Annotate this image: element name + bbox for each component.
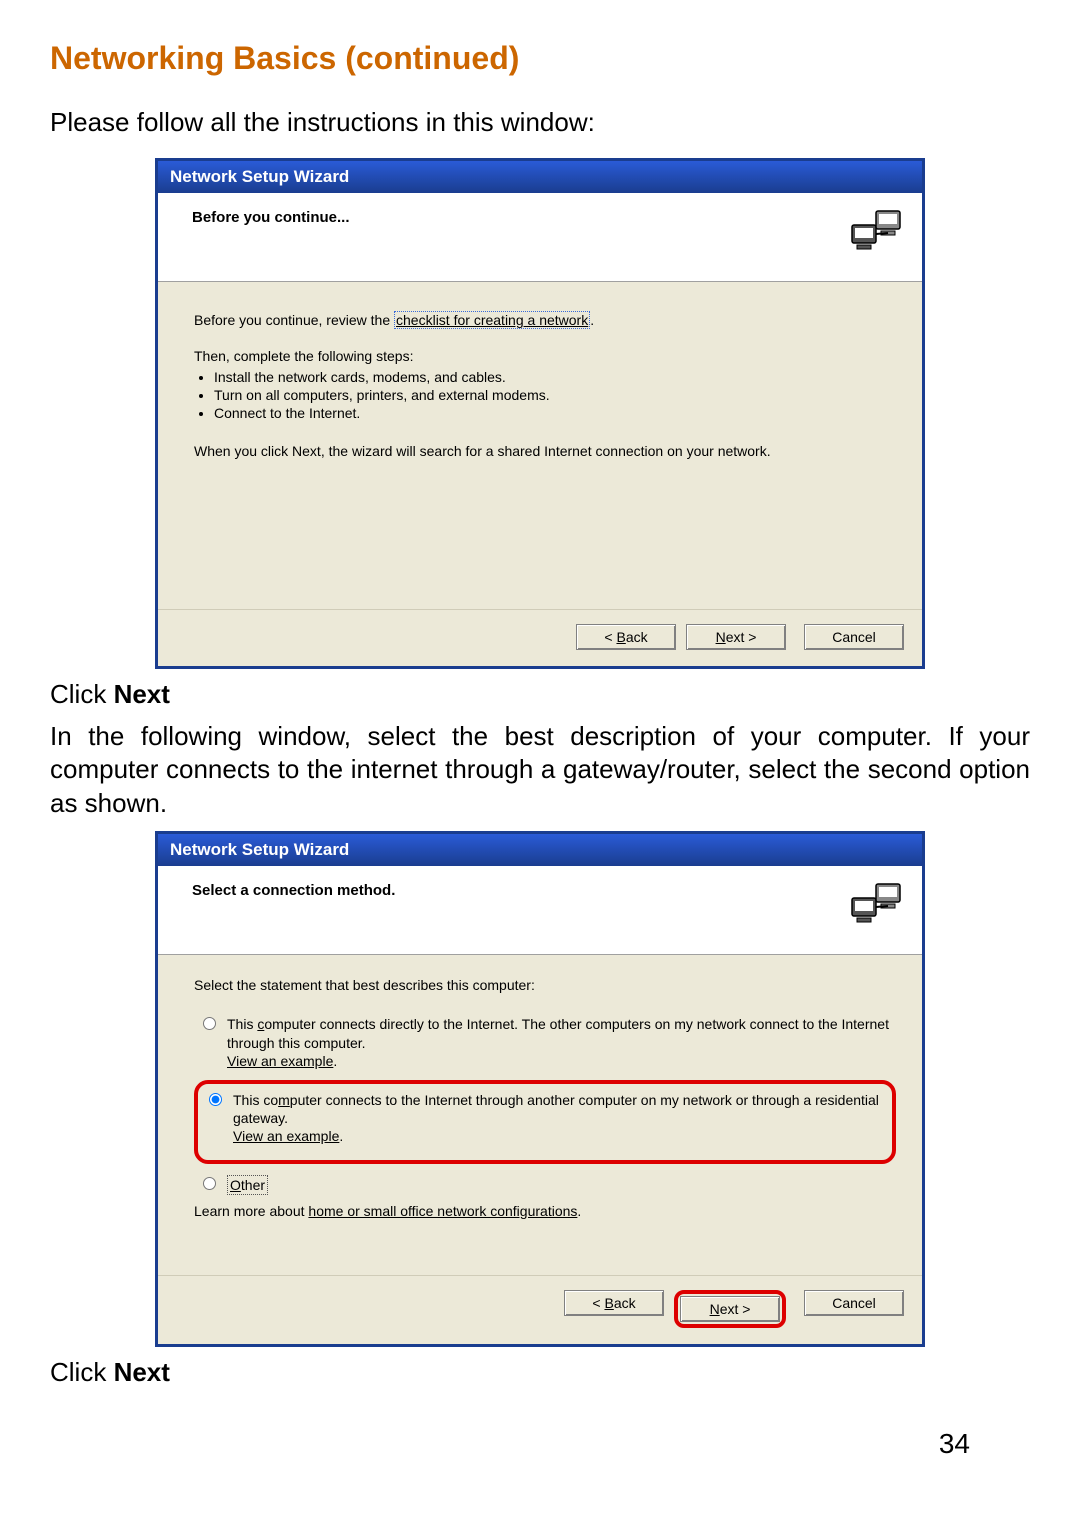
- wizard1-footer: < Back Next > Cancel: [158, 609, 922, 666]
- intro-text: Please follow all the instructions in th…: [50, 107, 1030, 138]
- highlighted-next-button: Next >: [674, 1290, 786, 1328]
- wizard1-header: Before you continue...: [158, 193, 922, 282]
- wizard1-steps-list: Install the network cards, modems, and c…: [194, 369, 896, 421]
- wizard1-p2: Then, complete the following steps:: [194, 348, 896, 366]
- wizard2-body: Select the statement that best describes…: [158, 955, 922, 1275]
- radio-gateway-input[interactable]: [209, 1093, 222, 1106]
- highlighted-option: This computer connects to the Internet t…: [194, 1080, 896, 1164]
- learn-more: Learn more about home or small office ne…: [194, 1203, 896, 1221]
- back-button[interactable]: < Back: [576, 624, 676, 650]
- radio-option-direct[interactable]: This computer connects directly to the I…: [194, 1012, 896, 1076]
- wizard1-body: Before you continue, review the checklis…: [158, 282, 922, 609]
- radio-option-other[interactable]: Other: [194, 1172, 896, 1201]
- radio-other-input[interactable]: [203, 1177, 216, 1190]
- click-next-2: Click Next: [50, 1357, 1030, 1388]
- paragraph-2: In the following window, select the best…: [50, 720, 1030, 821]
- network-computers-icon: [848, 207, 904, 255]
- list-item: Connect to the Internet.: [214, 405, 896, 421]
- next-button[interactable]: Next >: [680, 1296, 780, 1322]
- cancel-button[interactable]: Cancel: [804, 624, 904, 650]
- cancel-button[interactable]: Cancel: [804, 1290, 904, 1316]
- wizard2-prompt: Select the statement that best describes…: [194, 977, 896, 995]
- click-next-1: Click Next: [50, 679, 1030, 710]
- learn-more-link[interactable]: home or small office network configurati…: [308, 1203, 577, 1219]
- list-item: Turn on all computers, printers, and ext…: [214, 387, 896, 403]
- network-computers-icon: [848, 880, 904, 928]
- wizard1-p1: Before you continue, review the checklis…: [194, 312, 896, 330]
- radio-option-gateway[interactable]: This computer connects to the Internet t…: [200, 1088, 886, 1152]
- wizard1-p3: When you click Next, the wizard will sea…: [194, 443, 896, 461]
- checklist-link[interactable]: checklist for creating a network: [394, 311, 590, 329]
- view-example-link[interactable]: View an example: [227, 1053, 333, 1069]
- radio-gateway-label: This computer connects to the Internet t…: [233, 1091, 882, 1146]
- wizard2-header-title: Select a connection method.: [192, 882, 395, 899]
- radio-direct-label: This computer connects directly to the I…: [227, 1015, 892, 1070]
- wizard1-titlebar: Network Setup Wizard: [158, 161, 922, 193]
- view-example-link[interactable]: View an example: [233, 1128, 339, 1144]
- page-number: 34: [939, 1428, 970, 1460]
- back-button[interactable]: < Back: [564, 1290, 664, 1316]
- wizard-window-1: Network Setup Wizard Before you continue…: [155, 158, 925, 669]
- wizard2-footer: < Back Next > Cancel: [158, 1275, 922, 1344]
- page-title: Networking Basics (continued): [50, 40, 1030, 77]
- radio-other-label: Other: [227, 1175, 268, 1195]
- next-button[interactable]: Next >: [686, 624, 786, 650]
- list-item: Install the network cards, modems, and c…: [214, 369, 896, 385]
- wizard2-header: Select a connection method.: [158, 866, 922, 955]
- wizard-window-2: Network Setup Wizard Select a connection…: [155, 831, 925, 1347]
- wizard1-header-title: Before you continue...: [192, 209, 350, 226]
- radio-direct-input[interactable]: [203, 1017, 216, 1030]
- wizard2-titlebar: Network Setup Wizard: [158, 834, 922, 866]
